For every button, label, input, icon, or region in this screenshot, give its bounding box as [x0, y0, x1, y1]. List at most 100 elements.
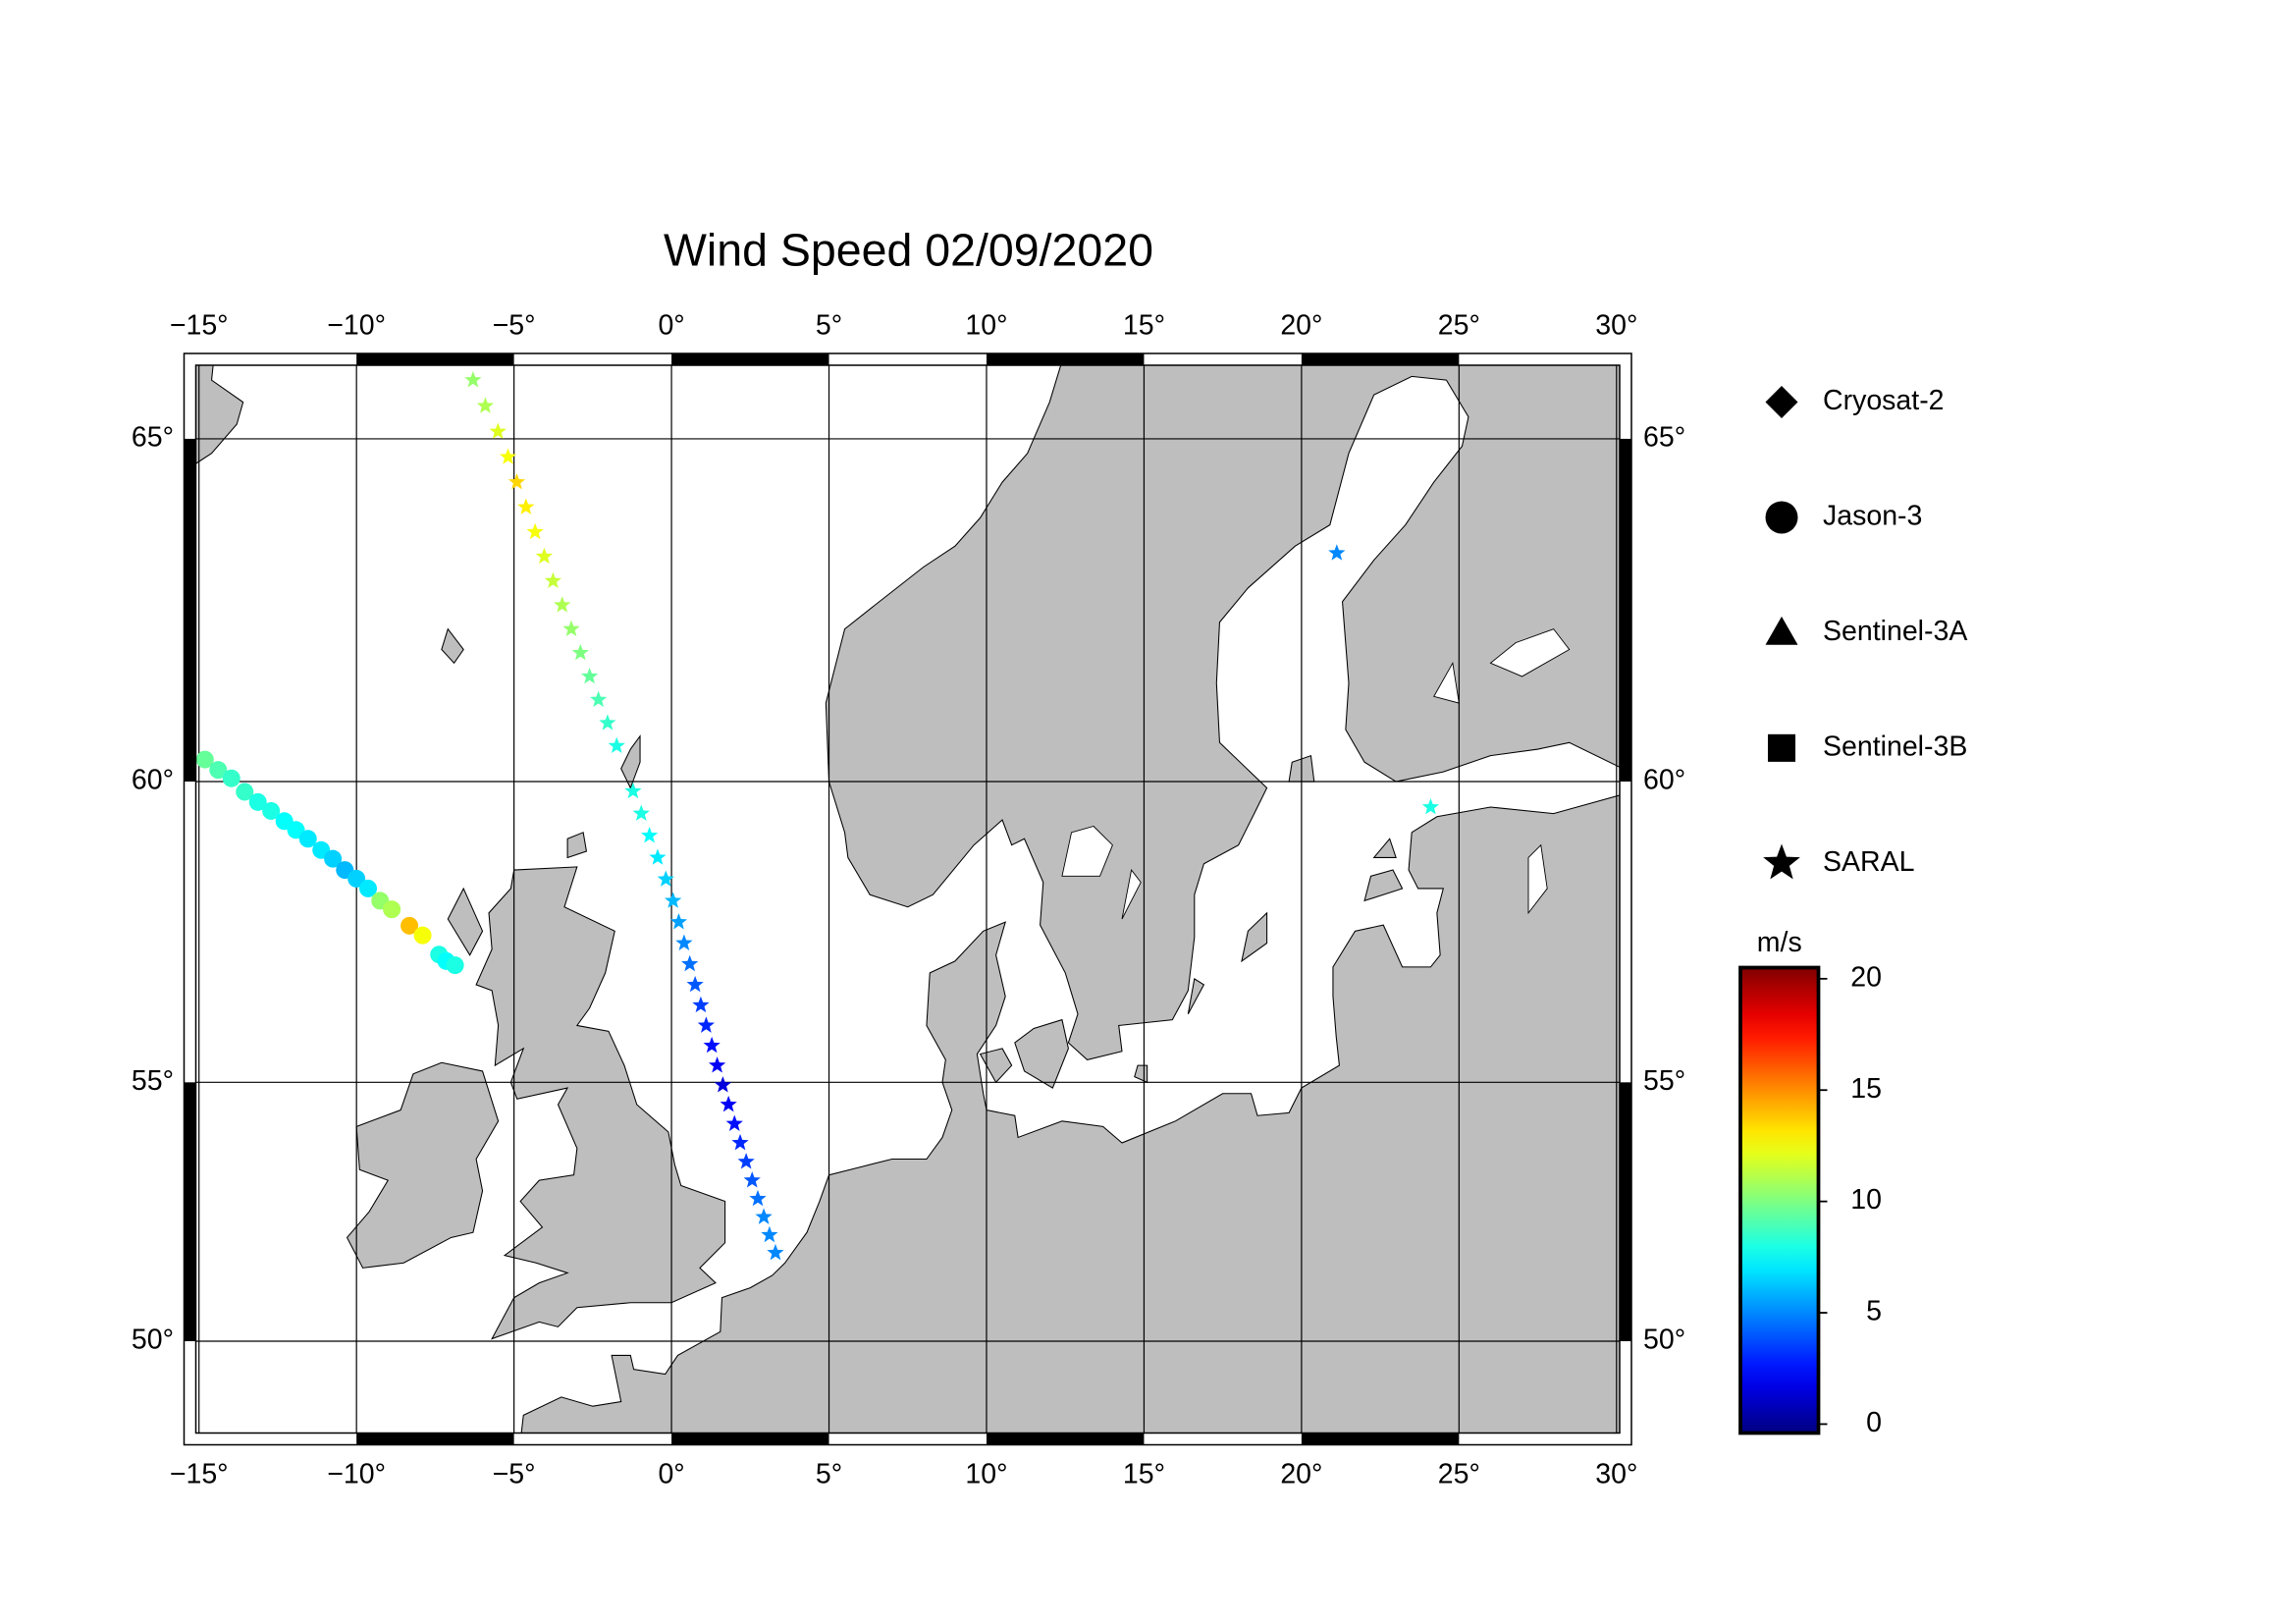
- x-tick-label: 30°: [1595, 1459, 1637, 1490]
- data-point: [248, 792, 267, 811]
- land: [346, 1061, 500, 1269]
- legend-marker: [1763, 843, 1800, 880]
- data-point: [195, 750, 214, 769]
- data-point: [720, 1095, 737, 1112]
- frame-band: [356, 353, 514, 365]
- data-point: [400, 916, 419, 935]
- x-tick-label: 10°: [965, 310, 1007, 342]
- legend-marker: [1765, 616, 1798, 645]
- legend-marker: [1765, 501, 1798, 534]
- data-point: [589, 690, 608, 708]
- frame-band: [184, 1082, 196, 1341]
- x-tick-label: 20°: [1280, 1459, 1322, 1490]
- y-tick-label: 65°: [132, 421, 174, 453]
- data-point: [464, 371, 482, 388]
- x-tick-label: 0°: [658, 1459, 684, 1490]
- frame-band: [184, 438, 196, 782]
- colorbar-tick-label: 10: [1850, 1184, 1882, 1216]
- data-point: [535, 547, 554, 565]
- land: [1241, 911, 1268, 963]
- data-point: [708, 1056, 726, 1073]
- x-tick-label: −10°: [327, 1459, 386, 1490]
- legend-label: Sentinel-3A: [1823, 616, 1967, 647]
- legend-label: Jason-3: [1823, 500, 1922, 531]
- x-tick-label: −15°: [170, 1459, 229, 1490]
- data-point: [743, 1171, 761, 1188]
- data-point: [669, 913, 688, 930]
- x-tick-label: 15°: [1123, 1459, 1165, 1490]
- data-point: [236, 783, 254, 801]
- data-point: [413, 926, 432, 945]
- y-tick-label: 55°: [132, 1065, 174, 1097]
- data-point: [222, 769, 240, 787]
- data-point: [383, 900, 401, 919]
- data-point: [1328, 544, 1346, 561]
- frame-band: [1301, 1433, 1460, 1445]
- data-point: [517, 498, 535, 514]
- lake: [1433, 661, 1460, 704]
- data-point: [526, 522, 544, 540]
- x-tick-label: −15°: [170, 310, 229, 342]
- colorbar-tick-label: 5: [1866, 1296, 1882, 1327]
- lake: [1489, 628, 1571, 677]
- data-point: [714, 1076, 732, 1093]
- land: [1187, 978, 1205, 1014]
- colorbar-label: m/s: [1757, 927, 1802, 958]
- frame-band: [356, 1433, 514, 1445]
- x-tick-label: 0°: [658, 310, 684, 342]
- data-point: [298, 830, 317, 848]
- x-tick-label: −5°: [493, 310, 536, 342]
- x-tick-label: 25°: [1438, 310, 1480, 342]
- land: [447, 887, 484, 956]
- frame-band: [671, 1433, 829, 1445]
- data-point: [657, 870, 674, 887]
- y-tick-label: 65°: [1643, 421, 1685, 453]
- y-tick-label: 60°: [132, 765, 174, 796]
- data-point: [571, 643, 589, 661]
- frame-outer: [183, 352, 1632, 1446]
- land: [1372, 838, 1397, 858]
- land: [1014, 1018, 1069, 1089]
- frame-band: [1620, 1082, 1632, 1341]
- lake: [1061, 825, 1113, 877]
- data-point: [599, 714, 616, 730]
- data-point: [703, 1036, 721, 1054]
- data-point: [544, 571, 562, 589]
- data-point: [507, 472, 526, 490]
- data-point: [209, 761, 228, 780]
- x-tick-label: 5°: [816, 310, 842, 342]
- data-point: [649, 848, 667, 865]
- land: [566, 832, 588, 859]
- data-point: [640, 826, 659, 843]
- data-point: [632, 804, 650, 821]
- data-point: [262, 801, 281, 820]
- y-tick-label: 55°: [1643, 1065, 1685, 1097]
- data-point: [499, 448, 517, 464]
- legend-marker: [1765, 386, 1798, 418]
- data-point: [767, 1243, 784, 1261]
- data-point: [608, 736, 625, 754]
- data-point: [755, 1208, 773, 1224]
- land: [475, 866, 726, 1340]
- data-point: [359, 879, 378, 897]
- land: [620, 734, 641, 789]
- frame-band: [1620, 438, 1632, 782]
- frame-band: [986, 1433, 1145, 1445]
- data-point: [697, 1016, 715, 1033]
- data-point: [554, 596, 571, 613]
- data-point: [737, 1153, 755, 1169]
- data-point: [675, 934, 693, 950]
- data-point: [686, 975, 704, 993]
- land: [441, 627, 464, 665]
- chart-title: Wind Speed 02/09/2020: [664, 224, 1153, 275]
- x-tick-label: 20°: [1280, 310, 1322, 342]
- data-point: [681, 954, 699, 972]
- colorbar-tick-label: 0: [1866, 1407, 1882, 1438]
- x-tick-label: 30°: [1595, 310, 1637, 342]
- data-point: [725, 1114, 743, 1131]
- land: [979, 1048, 1013, 1084]
- land: [825, 365, 1621, 1060]
- data-point: [761, 1225, 778, 1243]
